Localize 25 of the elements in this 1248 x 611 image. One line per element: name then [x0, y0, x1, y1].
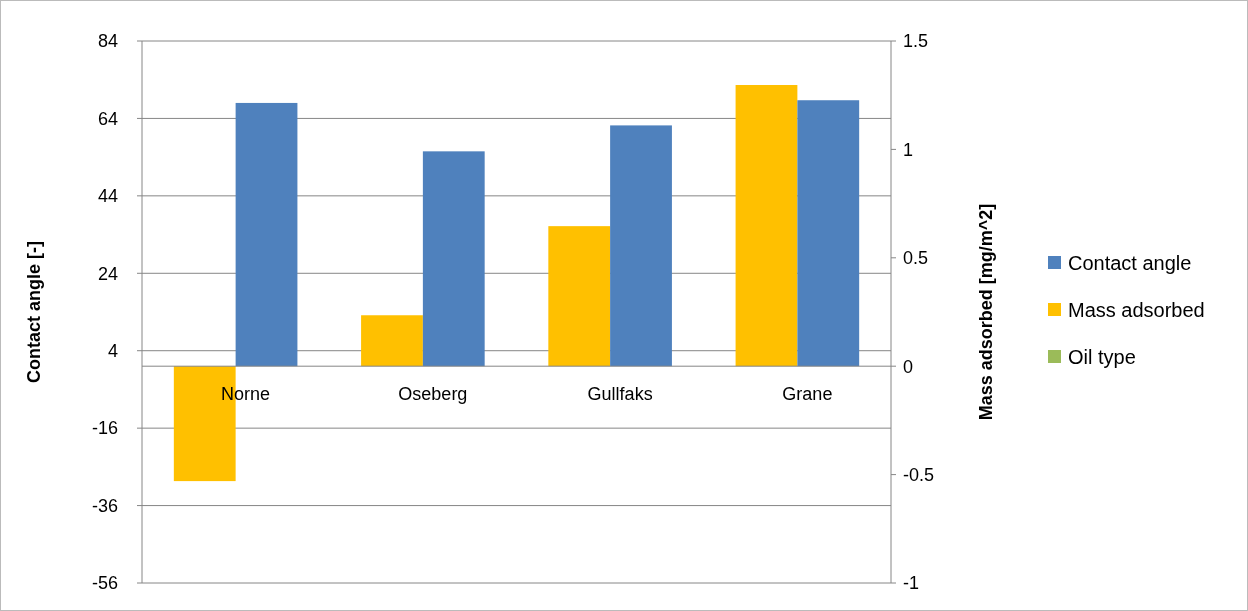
y2-tick-label: 0 — [903, 356, 914, 377]
y-tick-label: -16 — [91, 418, 118, 439]
y-tick-label: 64 — [97, 108, 118, 129]
bar — [361, 315, 423, 367]
y-tick-label: 4 — [107, 341, 118, 362]
x-tick-label: Oseberg — [398, 384, 468, 405]
y2-axis-title: Mass adsorbed [mg/m^2] — [976, 203, 996, 421]
y2-tick-label: -1 — [903, 573, 920, 594]
y2-tick-label: 0.5 — [903, 248, 929, 269]
y-tick-label: -36 — [91, 495, 118, 516]
legend-label: Contact angle — [1068, 252, 1192, 274]
y-tick-label: 44 — [97, 186, 118, 207]
bar — [422, 151, 485, 367]
y-axis-title: Contact angle [-] — [24, 241, 44, 383]
y-tick-label: 84 — [97, 31, 118, 52]
bar — [235, 102, 298, 367]
legend-label: Oil type — [1068, 346, 1136, 368]
x-tick-label: Grane — [782, 384, 833, 405]
y2-tick-label: 1 — [903, 139, 914, 160]
legend-label: Mass adsorbed — [1068, 299, 1205, 321]
y2-tick-label: -0.5 — [903, 464, 935, 485]
y-tick-label: -56 — [91, 573, 118, 594]
y2-tick-label: 1.5 — [903, 31, 929, 52]
y-tick-label: 24 — [97, 263, 118, 284]
x-tick-label: Gullfaks — [587, 384, 653, 405]
